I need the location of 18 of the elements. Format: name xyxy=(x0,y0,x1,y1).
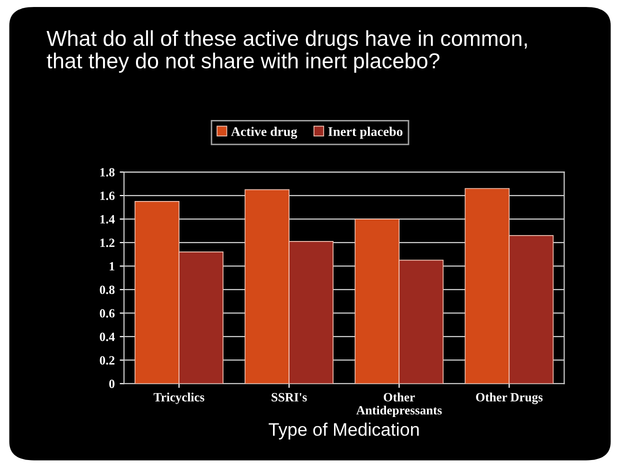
legend-label: Inert placebo xyxy=(328,126,402,139)
x-tick-label: Tricyclics xyxy=(154,392,204,404)
y-tick-label: 0.8 xyxy=(100,286,115,294)
y-tick-label: 0.4 xyxy=(100,332,115,342)
x-tick-label: Other Drugs xyxy=(476,392,543,404)
y-tick-label: 1.2 xyxy=(100,238,114,248)
x-axis-title: Type of Medication xyxy=(268,422,419,440)
y-tick-label: 1.8 xyxy=(100,168,115,177)
x-tick-label: Other Antidepressants xyxy=(356,392,442,418)
y-tick-label: 0 xyxy=(109,380,114,388)
chart-title: What do all of these active drugs have in common, that they do not share with inert placebo? xyxy=(46,30,527,73)
y-tick-label: 1.6 xyxy=(100,192,115,200)
y-tick-label: 1.4 xyxy=(100,215,115,224)
y-tick-label: 0.6 xyxy=(100,309,115,318)
x-tick-label: SSRI's xyxy=(272,393,307,402)
y-tick-label: 1 xyxy=(110,262,114,270)
y-tick-label: 0.2 xyxy=(100,356,114,365)
legend-label: Active drug xyxy=(231,126,298,139)
